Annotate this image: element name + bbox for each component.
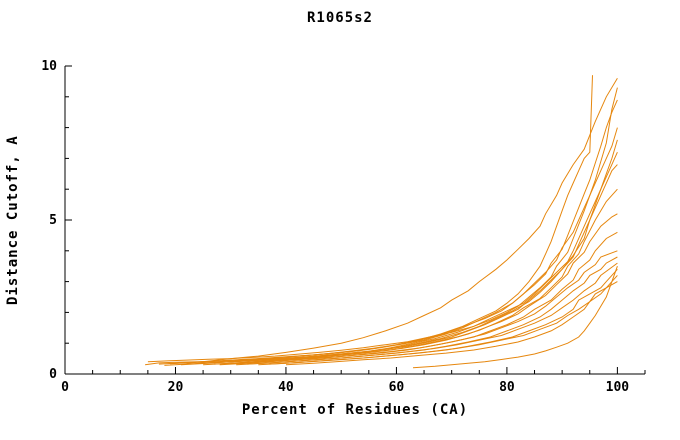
model-curve (285, 281, 618, 366)
model-curve (186, 78, 618, 364)
model-curve (180, 151, 618, 366)
model-curve (147, 87, 618, 363)
model-curve (269, 275, 618, 365)
y-tick-label: 10 (41, 59, 57, 74)
chart-title: R1065s2 (306, 10, 373, 26)
model-curve (158, 99, 618, 365)
x-tick-label: 100 (606, 380, 630, 395)
model-curve (214, 213, 618, 365)
axes (64, 65, 646, 375)
y-tick-label: 5 (49, 213, 57, 228)
x-tick-label: 20 (168, 380, 184, 395)
x-tick-label: 60 (389, 380, 405, 395)
model-curve (145, 75, 593, 366)
model-curve (230, 250, 618, 365)
model-curve (412, 266, 618, 369)
model-curve (197, 164, 618, 364)
x-tick-label: 40 (278, 380, 294, 395)
x-axis-label: Percent of Residues (CA) (241, 402, 469, 418)
y-tick-label: 0 (49, 367, 57, 382)
model-curve (247, 262, 618, 365)
series-lines (145, 75, 618, 369)
model-curve (236, 256, 618, 366)
x-tick-label: 0 (61, 380, 69, 395)
x-tick-label: 80 (499, 380, 515, 395)
model-curve (164, 139, 618, 366)
